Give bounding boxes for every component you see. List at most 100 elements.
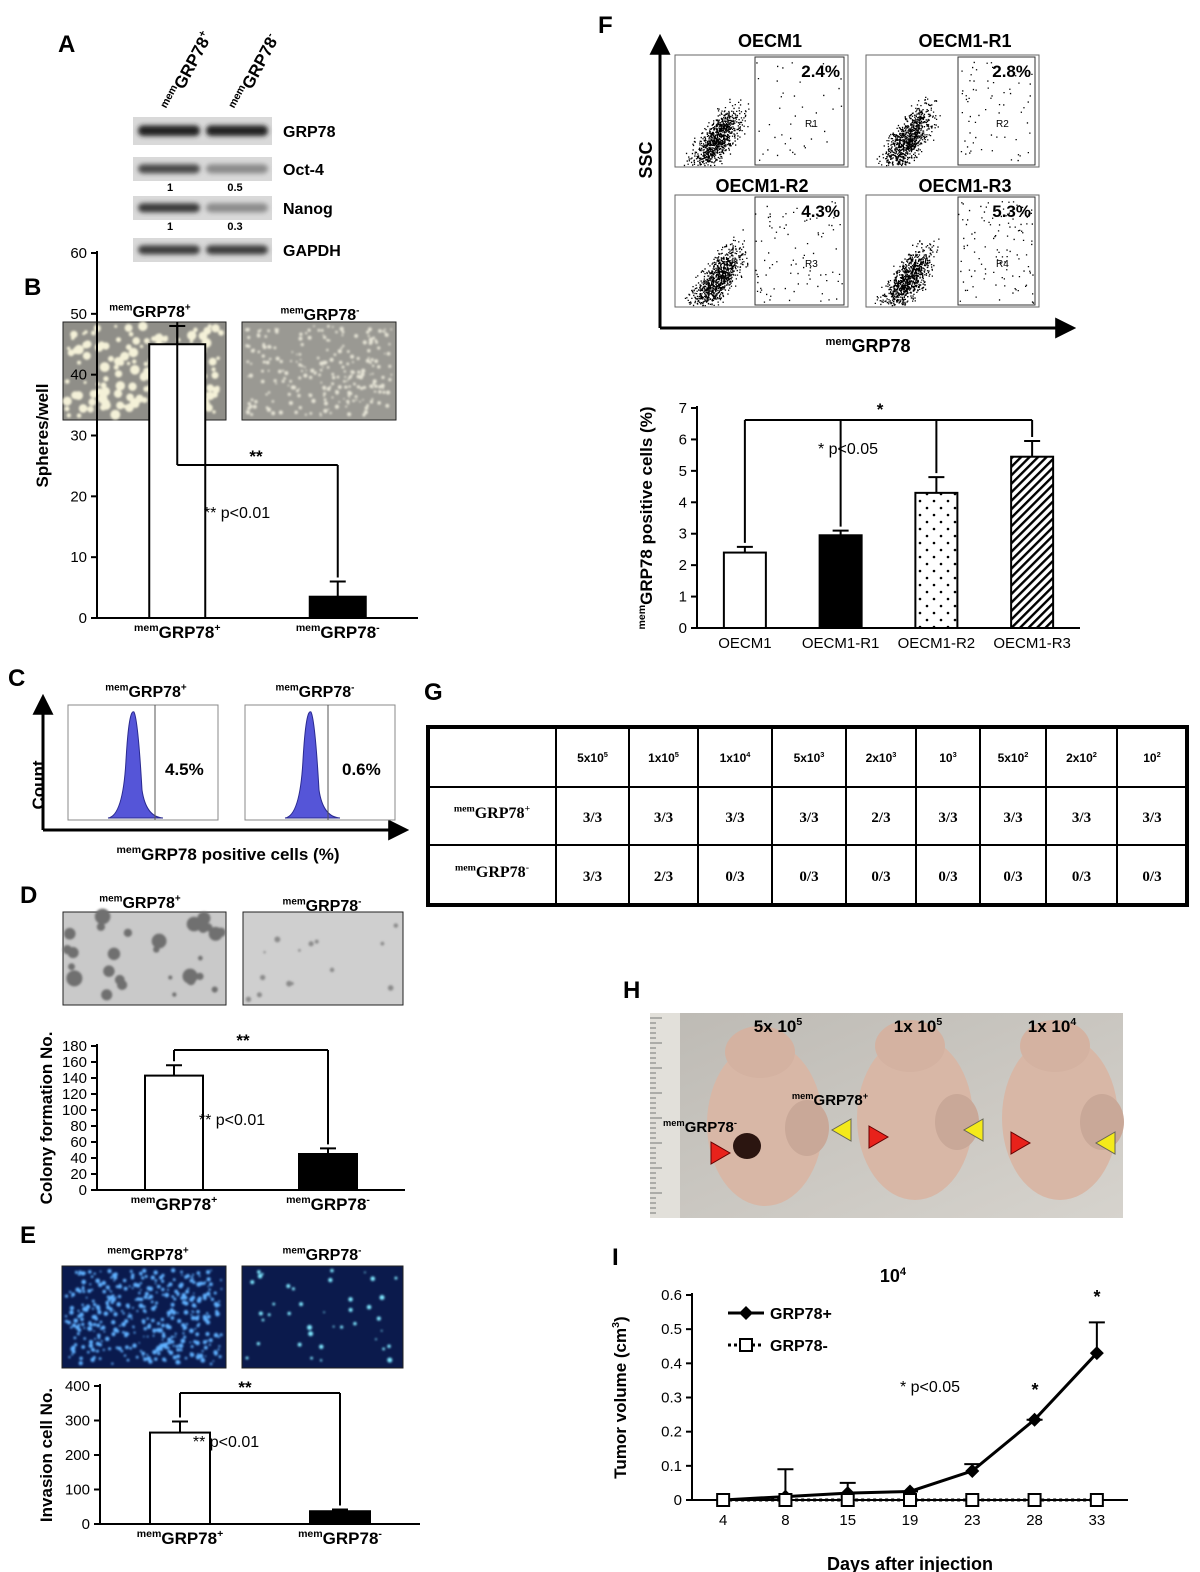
y-tick-label: 120 <box>62 1086 87 1103</box>
y-tick-label: 5 <box>679 463 687 480</box>
legend-label: GRP78+ <box>770 1306 832 1323</box>
y-tick-label: 0 <box>79 1182 87 1199</box>
marker <box>716 1493 731 1507</box>
text-part: 2x10 <box>866 751 893 765</box>
table-cell: 3/3 <box>725 810 744 826</box>
table-cell: 3/3 <box>799 810 818 826</box>
percent-label: 4.3% <box>801 202 840 221</box>
y-tick-label: 0.3 <box>661 1390 682 1407</box>
mouse-label: memGRP78- <box>663 1118 737 1136</box>
yellow-arrowhead <box>963 1118 984 1142</box>
panel-letter: D <box>20 882 37 909</box>
micrograph <box>242 911 404 1006</box>
marker <box>778 1493 793 1507</box>
gate <box>957 196 1036 306</box>
text-part: - <box>351 683 354 694</box>
error-bar <box>172 1420 188 1433</box>
blot-band <box>138 245 200 255</box>
text-part: mem <box>105 683 128 694</box>
text-part: mem <box>283 1246 306 1257</box>
y-tick-label: 300 <box>65 1413 90 1430</box>
x-axis-label: Days after injection <box>827 1554 993 1572</box>
y-tick-label: 1 <box>679 589 687 606</box>
significance-bracket <box>179 1392 341 1506</box>
text-part: 5x10 <box>577 751 604 765</box>
panel-letter: A <box>58 31 75 58</box>
y-tick-label: 160 <box>62 1054 87 1071</box>
plot-title: OECM1 <box>738 31 802 51</box>
blot-label: GAPDH <box>283 243 341 260</box>
table-cell: 3/3 <box>654 810 673 826</box>
panel-letter: G <box>424 679 443 706</box>
panel-letter: E <box>20 1222 36 1249</box>
text-part: 2 <box>1093 750 1097 759</box>
ruler-ticks <box>650 1017 662 1214</box>
percent-label: 2.4% <box>801 62 840 81</box>
image-label: memGRP78- <box>283 897 362 915</box>
text-part: GRP78 <box>306 1247 359 1264</box>
y-tick-label: 0.1 <box>661 1458 682 1475</box>
table-header: 2x102 <box>1066 750 1097 765</box>
table-cell: 0/3 <box>725 869 744 885</box>
text-part: 5 <box>675 750 679 759</box>
ruler <box>650 1013 680 1218</box>
quant-value: 1 <box>167 221 173 233</box>
text-part: + <box>183 1246 189 1257</box>
text-part: 1x 10 <box>1028 1017 1071 1036</box>
text-part: + <box>181 683 187 694</box>
text-part: GRP78 <box>306 898 359 915</box>
marker <box>1089 1493 1104 1507</box>
table-frame <box>426 725 1189 907</box>
y-tick-label: 20 <box>70 488 87 505</box>
y-tick-label: 50 <box>70 306 87 323</box>
legend-marker <box>739 1306 753 1320</box>
text-part: GRP78 <box>304 307 357 324</box>
y-tick-label: 140 <box>62 1070 87 1087</box>
percent-label: 5.3% <box>992 202 1031 221</box>
text-part: + <box>175 894 181 905</box>
text-part: GRP78 <box>323 1529 379 1548</box>
tumor <box>785 1100 829 1156</box>
x-tick-label: 19 <box>902 1512 919 1529</box>
table-cell: 2/3 <box>871 810 890 826</box>
table-cell: 3/3 <box>1003 810 1022 826</box>
plot-label: memGRP78- <box>276 683 355 701</box>
table-cell: 3/3 <box>583 869 602 885</box>
text-part: 5x10 <box>794 751 821 765</box>
dose-label: 1x 104 <box>1028 1016 1077 1036</box>
mouse-label: memGRP78+ <box>792 1091 869 1109</box>
text-part: 5 <box>796 1016 802 1028</box>
gate <box>957 56 1036 166</box>
significance-bracket <box>743 419 1034 543</box>
dose-label: 5x 105 <box>754 1016 803 1036</box>
annotation: ** <box>236 1031 250 1050</box>
table-cell: 3/3 <box>583 810 602 826</box>
x-tick-label: memGRP78- <box>286 1194 370 1214</box>
error-bar <box>832 529 849 536</box>
text-part: - <box>376 622 380 634</box>
y-tick-label: 0 <box>679 620 687 637</box>
text-part: mem <box>117 844 142 856</box>
image-label: memGRP78+ <box>109 303 191 321</box>
lane-label: memGRP78+ <box>158 28 216 114</box>
x-tick-label: 33 <box>1089 1512 1106 1529</box>
text-part: GRP78 <box>852 336 911 356</box>
tumor <box>935 1094 979 1150</box>
blot-label: Nanog <box>283 201 333 218</box>
gate-label: R3 <box>805 259 818 270</box>
plot-title: OECM1-R2 <box>715 176 808 196</box>
y-tick-label: 10 <box>70 549 87 566</box>
significance-bracket <box>176 322 339 578</box>
text-part: ) <box>611 1316 630 1322</box>
marker <box>1027 1412 1042 1427</box>
annotation: * <box>1093 1287 1100 1307</box>
text-part: GRP78 <box>238 34 281 92</box>
micrograph-texture <box>245 1268 398 1363</box>
annotation: ** <box>249 447 263 466</box>
text-part: + <box>214 622 220 634</box>
y-tick-label: 400 <box>65 1378 90 1395</box>
text-part: GRP78 <box>159 623 215 642</box>
image-label: memGRP78+ <box>107 1246 189 1264</box>
table-header: 5x105 <box>577 750 608 765</box>
axis-label: Count <box>29 760 48 809</box>
